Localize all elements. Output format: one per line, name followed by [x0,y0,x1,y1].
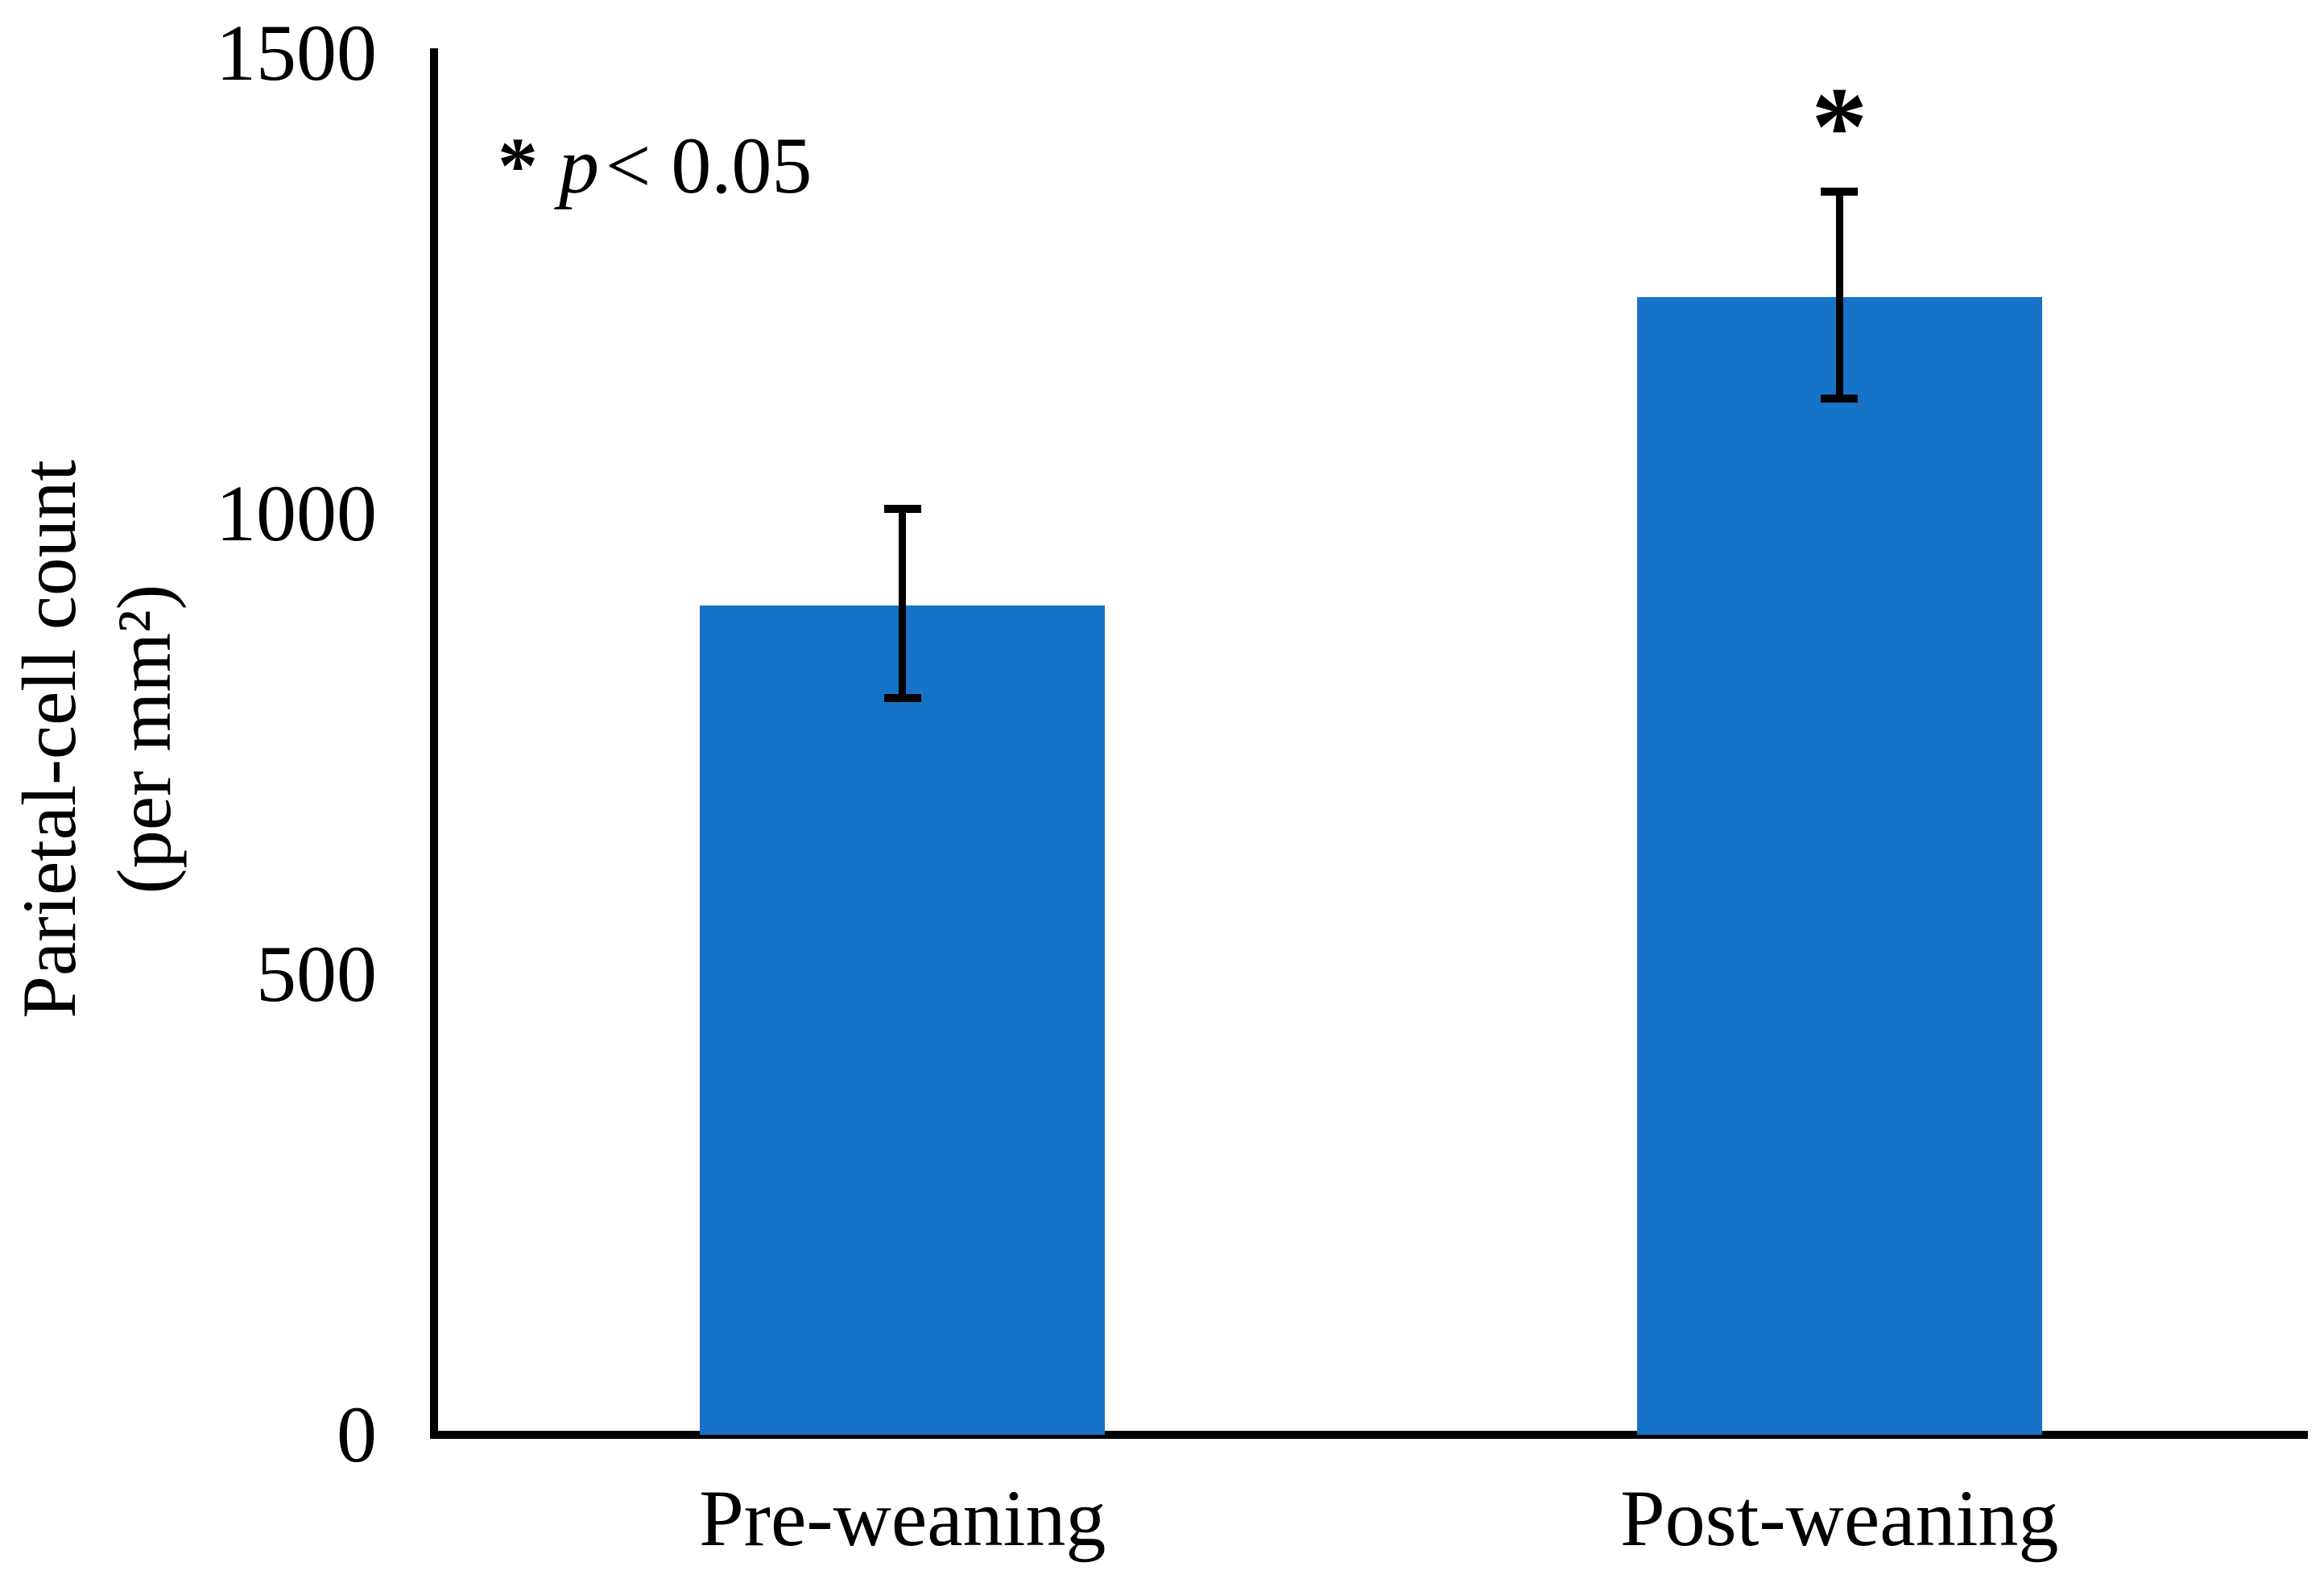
bar-post-weaning [1636,297,2042,1435]
p-value-annotation: * p< 0.05 [498,117,812,215]
y-tick-label: 500 [256,929,377,1019]
error-bar-bottom-cap [1821,395,1859,403]
error-bar-line [899,509,907,698]
annotation-p-variable: p [559,121,599,210]
y-axis-title-line1: Parietal-cell count [6,460,92,1019]
y-tick-label: 1500 [216,8,377,97]
error-bar-bottom-cap [883,693,921,702]
x-category-label-post-weaning: Post-weaning [1620,1473,2059,1563]
significance-asterisk: * [1811,64,1868,189]
error-bar-line [1835,191,1843,399]
y-tick-label: 0 [337,1390,377,1479]
error-bar-top-cap [883,505,921,514]
y-axis-title: Parietal-cell count (per mm²) [2,337,195,1142]
bar-pre-weaning [700,605,1106,1435]
x-category-label-pre-weaning: Pre-weaning [699,1473,1106,1563]
y-tick-label: 1000 [216,469,377,558]
annotation-threshold: < 0.05 [606,121,813,210]
x-axis-line [430,1431,2308,1439]
y-axis-line [430,48,438,1439]
error-bar-top-cap [1821,187,1859,196]
y-axis-title-line2: (per mm²) [101,584,187,895]
annotation-asterisk: * [498,121,538,210]
